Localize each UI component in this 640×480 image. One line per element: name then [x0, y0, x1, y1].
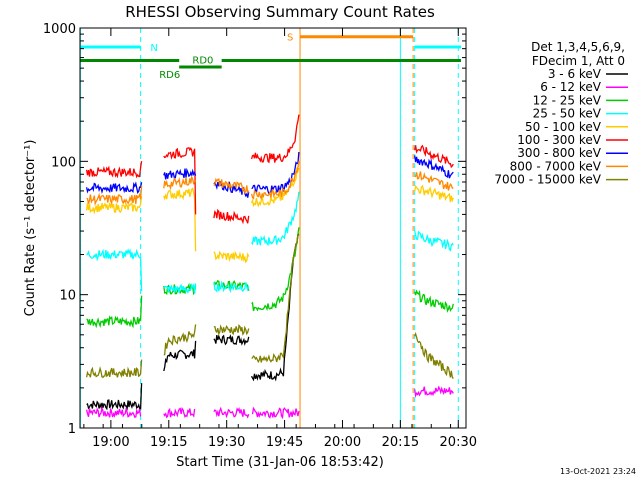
series-line-7	[85, 151, 454, 198]
chart-title: RHESSI Observing Summary Count Rates	[125, 3, 435, 21]
legend-label-4: 25 - 50 keV	[533, 107, 602, 121]
y-axis-label: Count Rate (s⁻¹ detector⁻¹)	[23, 140, 38, 317]
x-tick-label-6: 20:30	[440, 435, 477, 450]
y-tick-label-2: 100	[51, 155, 76, 170]
legend-label-2: 6 - 12 keV	[540, 80, 602, 94]
flag-label-rd6: RD6	[159, 70, 180, 81]
y-axis: 1 10 100 1000	[43, 22, 466, 437]
x-axis: 19:00 19:15 19:30 19:45 20:00 20:15 20:30	[83, 28, 477, 450]
footer-date: 13-Oct-2021 23:24	[560, 467, 636, 476]
legend-label-5: 50 - 100 keV	[525, 120, 602, 134]
series-line-2	[85, 385, 454, 420]
legend-label-7: 300 - 800 keV	[517, 146, 601, 160]
x-tick-label-3: 19:45	[266, 435, 303, 450]
series-line-5	[85, 167, 454, 264]
flag-label-s: S	[287, 33, 293, 44]
x-tick-label-0: 19:00	[92, 435, 129, 450]
x-axis-label: Start Time (31-Jan-06 18:53:42)	[176, 455, 384, 470]
x-tick-label-5: 20:15	[382, 435, 419, 450]
y-tick-label-1: 10	[59, 289, 76, 304]
legend-label-6: 100 - 300 keV	[517, 133, 601, 147]
flag-label-rd0: RD0	[192, 56, 213, 67]
flag-label-n: N	[150, 43, 157, 54]
y-tick-label-3: 1000	[43, 22, 76, 37]
series-line-9	[85, 234, 454, 379]
legend-label-3: 12 - 25 keV	[533, 93, 602, 107]
series-line-8	[86, 161, 454, 207]
y-tick-label-0: 1	[68, 422, 76, 437]
plot-frame	[79, 27, 467, 429]
series-line-4	[86, 191, 454, 295]
series-line-1	[86, 233, 300, 411]
legend-header-2: FDecim 1, Att 0	[532, 54, 625, 68]
legend-label-1: 3 - 6 keV	[548, 67, 602, 81]
legend: Det 1,3,4,5,6,9, FDecim 1, Att 0 3 - 6 k…	[494, 40, 628, 187]
legend-label-8: 800 - 7000 keV	[510, 159, 602, 173]
x-tick-label-2: 19:30	[208, 435, 245, 450]
legend-label-9: 7000 - 15000 keV	[494, 173, 601, 187]
legend-header-1: Det 1,3,4,5,6,9,	[531, 40, 625, 54]
plot-area: N S RD0 RD6	[79, 28, 461, 428]
x-tick-label-4: 20:00	[324, 435, 361, 450]
series-line-6	[85, 114, 454, 225]
x-tick-label-1: 19:15	[150, 435, 187, 450]
